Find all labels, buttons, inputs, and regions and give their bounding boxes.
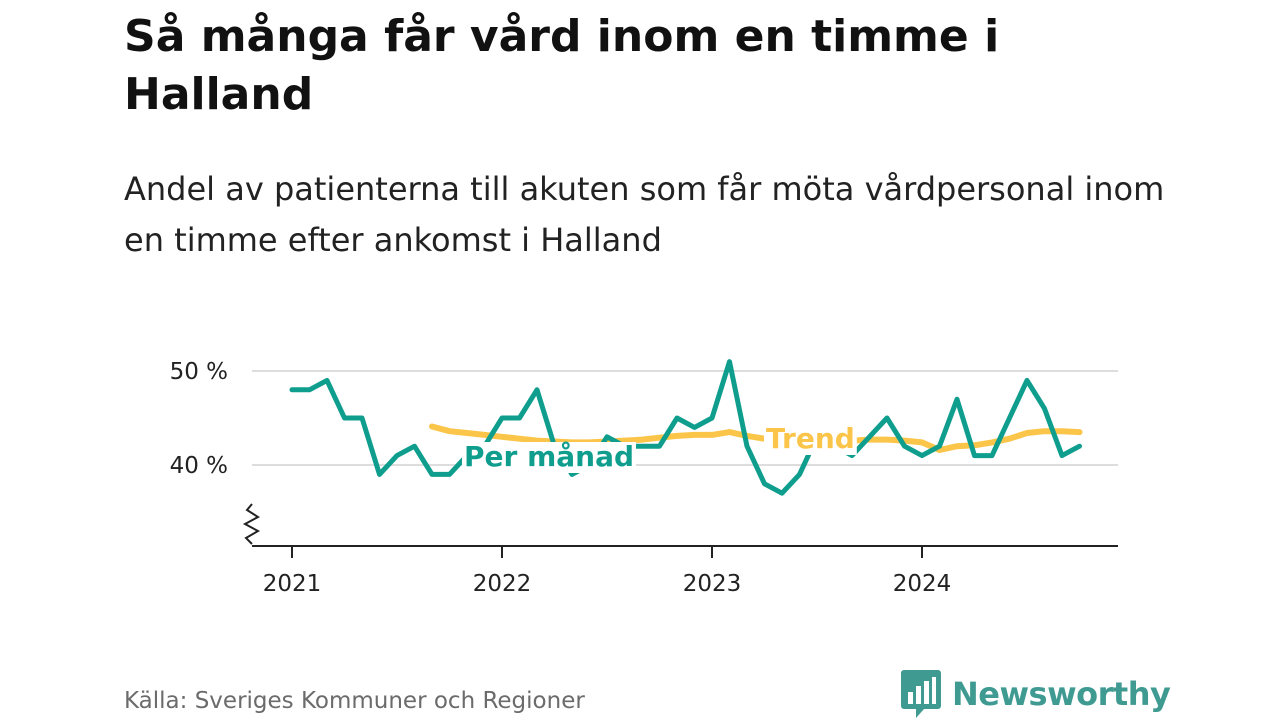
series-line-per-manad — [289, 359, 1082, 496]
source-note: Källa: Sveriges Kommuner och Regioner — [124, 688, 585, 714]
newsworthy-logo-icon — [901, 670, 941, 718]
chart-title: Så många får vård inom en timme i Hallan… — [124, 11, 1000, 120]
series-label-background — [764, 424, 857, 455]
gridlines — [252, 370, 1118, 466]
series-label-background — [462, 442, 637, 473]
brand-logo: Newsworthy — [900, 668, 1171, 720]
series-labels: Per månad Trend — [462, 422, 857, 473]
series-label-per-manad: Per månad — [464, 440, 634, 473]
line-chart: 40 % 50 % 2021 2022 2023 2024 Per månad Trend — [170, 359, 1118, 597]
axes: 40 % 50 % 2021 2022 2023 2024 — [170, 359, 1118, 597]
y-tick-label: 50 % — [170, 359, 228, 385]
x-tick-label: 2023 — [683, 571, 742, 597]
brand-name: Newsworthy — [952, 675, 1171, 713]
y-tick-label: 40 % — [170, 453, 228, 479]
series-label-trend: Trend — [766, 422, 855, 455]
x-tick-label: 2021 — [263, 571, 322, 597]
series-lines — [289, 359, 1083, 496]
axis-break-icon — [242, 503, 261, 545]
x-tick-label: 2024 — [893, 571, 952, 597]
x-tick-label: 2022 — [473, 571, 532, 597]
chart-subtitle: Andel av patienterna till akuten som får… — [124, 170, 1165, 259]
